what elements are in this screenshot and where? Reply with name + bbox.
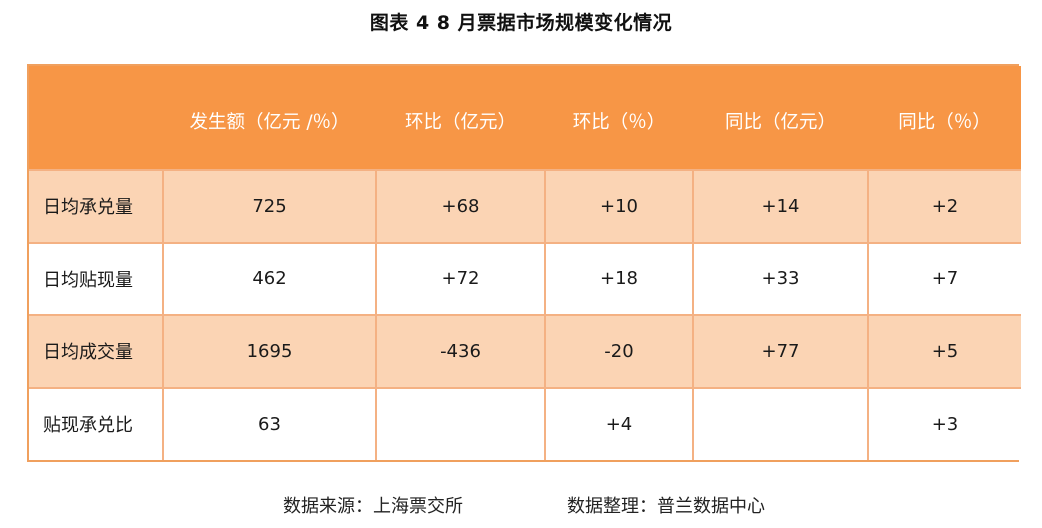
cell-mom-amount xyxy=(375,386,545,460)
cell-mom-amount: +68 xyxy=(375,169,545,243)
cell-amount: 462 xyxy=(162,241,376,315)
table-row: 日均贴现量 462 +72 +18 +33 +7 xyxy=(29,241,1021,315)
data-source-note: 数据来源：上海票交所 xyxy=(283,496,463,517)
figure-title: 图表 4 8 月票据市场规模变化情况 xyxy=(369,12,673,34)
market-scale-table: 发生额（亿元 /％） 环比（亿元） 环比（％） 同比（亿元） 同比（％） 日均承… xyxy=(29,66,1021,460)
header-cell-yoy-amount: 同比（亿元） xyxy=(693,66,868,170)
cell-yoy-amount xyxy=(692,386,868,460)
cell-mom-percent: +10 xyxy=(544,169,693,243)
data-organizer-note: 数据整理：普兰数据中心 xyxy=(567,496,765,517)
row-label: 贴现承兑比 xyxy=(29,386,163,460)
cell-yoy-percent: +2 xyxy=(867,169,1021,243)
header-cell-yoy-percent: 同比（％） xyxy=(868,66,1021,170)
cell-amount: 63 xyxy=(162,386,376,460)
table-header-row: 发生额（亿元 /％） 环比（亿元） 环比（％） 同比（亿元） 同比（％） xyxy=(29,66,1021,170)
cell-yoy-percent: +3 xyxy=(867,386,1021,460)
header-cell-mom-amount: 环比（亿元） xyxy=(376,66,545,170)
cell-yoy-percent: +7 xyxy=(867,241,1021,315)
footer: 数据来源：上海票交所 数据整理：普兰数据中心 xyxy=(0,492,1042,520)
table-row: 贴现承兑比 63 +4 +3 xyxy=(29,386,1021,460)
cell-mom-amount: -436 xyxy=(375,314,545,388)
cell-mom-amount: +72 xyxy=(375,241,545,315)
table-row: 日均承兑量 725 +68 +10 +14 +2 xyxy=(29,169,1021,243)
cell-amount: 1695 xyxy=(162,314,376,388)
row-label: 日均贴现量 xyxy=(29,241,163,315)
cell-mom-percent: +4 xyxy=(544,386,693,460)
cell-yoy-amount: +33 xyxy=(692,241,868,315)
header-cell-amount: 发生额（亿元 /％） xyxy=(163,66,376,170)
cell-yoy-amount: +77 xyxy=(692,314,868,388)
row-label: 日均成交量 xyxy=(29,314,163,388)
table-row: 日均成交量 1695 -436 -20 +77 +5 xyxy=(29,314,1021,388)
header-cell-row-label xyxy=(29,66,163,170)
cell-mom-percent: +18 xyxy=(544,241,693,315)
cell-yoy-percent: +5 xyxy=(867,314,1021,388)
cell-amount: 725 xyxy=(162,169,376,243)
header-cell-mom-percent: 环比（％） xyxy=(545,66,693,170)
cell-mom-percent: -20 xyxy=(544,314,693,388)
data-table-container: 发生额（亿元 /％） 环比（亿元） 环比（％） 同比（亿元） 同比（％） 日均承… xyxy=(27,64,1021,462)
cell-yoy-amount: +14 xyxy=(692,169,868,243)
row-label: 日均承兑量 xyxy=(29,169,163,243)
